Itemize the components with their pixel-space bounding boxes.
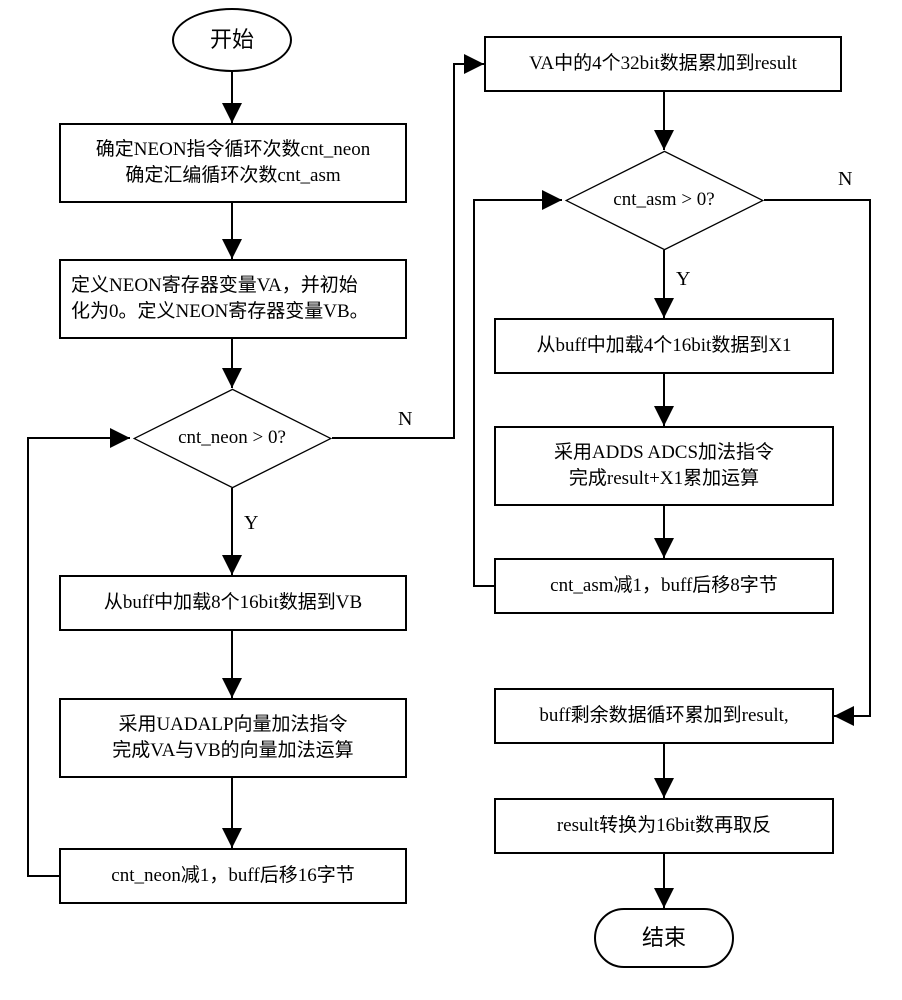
dec-asm-y-label: Y — [676, 268, 690, 291]
start-label: 开始 — [210, 25, 254, 55]
uadalp-label: 采用UADALP向量加法指令 完成VA与VB的向量加法运算 — [112, 712, 353, 763]
dec-cnt-asm-label: cnt_asm减1，buff后移8字节 — [550, 573, 778, 599]
dec-neon-y-label: Y — [244, 512, 258, 535]
adds-node: 采用ADDS ADCS加法指令 完成result+X1累加运算 — [494, 426, 834, 506]
dec-neon-label: cnt_neon > 0? — [178, 427, 286, 449]
init-va-node: 定义NEON寄存器变量VA，并初始 化为0。定义NEON寄存器变量VB。 — [59, 259, 407, 339]
remain-node: buff剩余数据循环累加到result, — [494, 688, 834, 744]
convert-label: result转换为16bit数再取反 — [557, 813, 771, 839]
adds-label: 采用ADDS ADCS加法指令 完成result+X1累加运算 — [554, 440, 774, 491]
dec-asm-n-label: N — [838, 168, 852, 191]
load-x1-node: 从buff中加载4个16bit数据到X1 — [494, 318, 834, 374]
dec-asm-node: cnt_asm > 0? — [564, 150, 764, 250]
uadalp-node: 采用UADALP向量加法指令 完成VA与VB的向量加法运算 — [59, 698, 407, 778]
load-vb-label: 从buff中加载8个16bit数据到VB — [104, 590, 362, 616]
start-node: 开始 — [172, 8, 292, 72]
end-label: 结束 — [642, 923, 686, 953]
remain-label: buff剩余数据循环累加到result, — [539, 703, 788, 729]
init-cnt-node: 确定NEON指令循环次数cnt_neon 确定汇编循环次数cnt_asm — [59, 123, 407, 203]
end-node: 结束 — [594, 908, 734, 968]
init-cnt-label: 确定NEON指令循环次数cnt_neon 确定汇编循环次数cnt_asm — [96, 137, 370, 188]
acc-va-label: VA中的4个32bit数据累加到result — [529, 51, 797, 77]
dec-cnt-neon-node: cnt_neon减1，buff后移16字节 — [59, 848, 407, 904]
dec-cnt-asm-node: cnt_asm减1，buff后移8字节 — [494, 558, 834, 614]
dec-asm-label: cnt_asm > 0? — [613, 189, 714, 211]
load-vb-node: 从buff中加载8个16bit数据到VB — [59, 575, 407, 631]
load-x1-label: 从buff中加载4个16bit数据到X1 — [536, 333, 791, 359]
dec-neon-n-label: N — [398, 408, 412, 431]
convert-node: result转换为16bit数再取反 — [494, 798, 834, 854]
init-va-label: 定义NEON寄存器变量VA，并初始 化为0。定义NEON寄存器变量VB。 — [71, 273, 369, 324]
acc-va-node: VA中的4个32bit数据累加到result — [484, 36, 842, 92]
dec-neon-node: cnt_neon > 0? — [132, 388, 332, 488]
dec-cnt-neon-label: cnt_neon减1，buff后移16字节 — [111, 863, 354, 889]
